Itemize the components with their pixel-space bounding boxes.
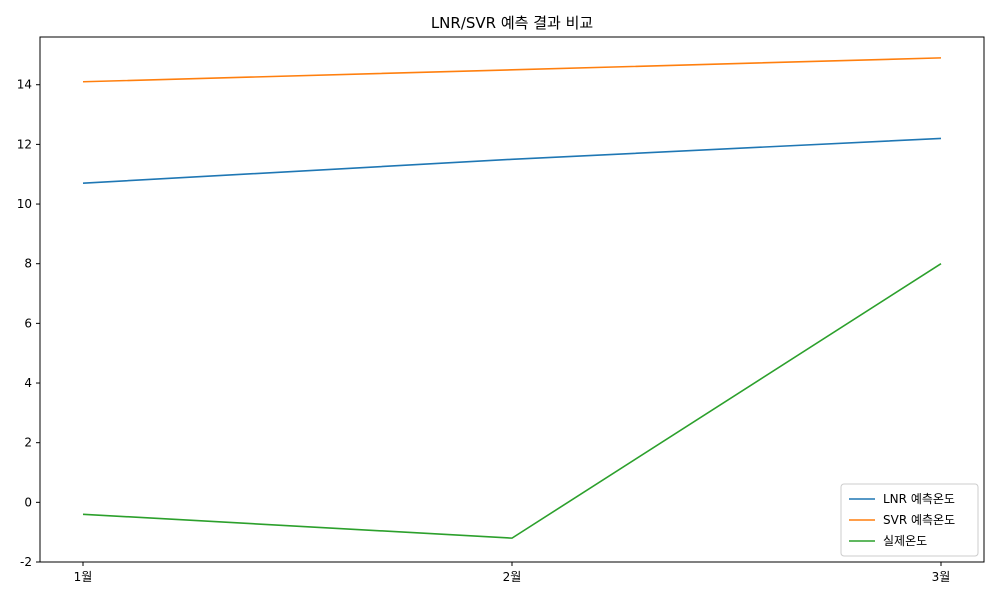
series-line-3 [82,263,942,539]
legend-label: 실제온도 [883,534,927,548]
series-line-2 [82,57,942,83]
plot-area: -2 0 2 4 6 8 10 12 14 1월 2월 3월 [17,36,985,584]
y-tick-label: 10 [17,197,32,211]
y-tick-label: -2 [20,555,32,569]
legend-box [840,483,979,557]
x-tick-label: 1월 [74,570,93,584]
plot-frame [39,36,985,563]
legend-label: SVR 예측온도 [883,513,955,527]
y-tick-label: 6 [24,316,32,330]
y-tick-label: 2 [24,436,32,450]
x-tick-label: 2월 [503,570,522,584]
y-tick-label: 8 [24,257,32,271]
y-tick-label: 4 [24,376,32,390]
x-tick-label: 3월 [932,570,951,584]
y-tick-label: 12 [17,137,32,151]
legend-label: LNR 예측온도 [883,492,955,506]
y-tick-label: 14 [17,78,32,92]
chart-title: LNR/SVR 예측 결과 비교 [431,14,593,32]
y-tick-label: 0 [24,495,32,509]
series-line-1 [82,137,942,184]
